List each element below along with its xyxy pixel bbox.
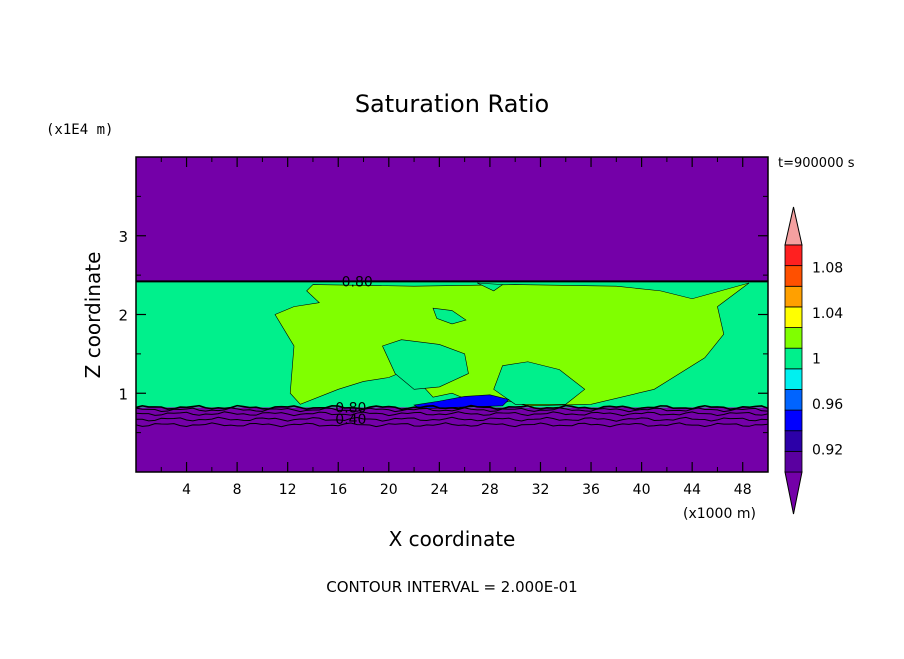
- contour-label: 0.80: [342, 274, 373, 290]
- x-tick-label: 36: [582, 482, 600, 498]
- layer-upper-dry: [136, 157, 768, 282]
- colorbar-over-arrow: [784, 206, 803, 246]
- contour-label: 0.40: [335, 412, 366, 428]
- chart-title: Saturation Ratio: [355, 90, 549, 118]
- colorbar-swatch: [784, 450, 803, 473]
- x-tick-label: 8: [233, 482, 242, 498]
- contour-layer: 0.800.800.40: [136, 274, 768, 428]
- colorbar-label: 0.92: [812, 442, 843, 458]
- colorbar: 1.08 1.04 1 0.96 0.92: [784, 206, 843, 515]
- colorbar-swatch: [784, 347, 803, 370]
- x-tick-label: 24: [430, 482, 448, 498]
- time-label: t=900000 s: [778, 156, 855, 171]
- colorbar-label: 1.08: [812, 261, 843, 277]
- x-tick-label: 40: [633, 482, 651, 498]
- field-layer: [136, 157, 768, 472]
- region-saturated-pocket-3: [432, 307, 467, 325]
- contour-line: [136, 416, 768, 422]
- colorbar-swatch: [784, 368, 803, 390]
- region-saturated-pocket-1: [382, 339, 469, 390]
- x-axis-label: X coordinate: [389, 527, 516, 551]
- colorbar-swatch: [784, 265, 803, 287]
- colorbar-label: 0.96: [812, 397, 843, 413]
- contour-label: 0.80: [335, 400, 366, 416]
- contour-interval-footer: CONTOUR INTERVAL = 2.000E-01: [326, 578, 577, 596]
- x-tick-label: 44: [683, 482, 701, 498]
- y-tick-label: 2: [118, 307, 128, 325]
- x-tick-label: 20: [380, 482, 398, 498]
- x-tick-label: 12: [279, 482, 297, 498]
- x-tick-label: 4: [182, 482, 191, 498]
- x-tick-label: 28: [481, 482, 499, 498]
- colorbar-swatch: [784, 285, 803, 308]
- x-tick-label: 32: [532, 482, 550, 498]
- y-axis-label: Z coordinate: [81, 252, 105, 379]
- colorbar-swatch: [784, 409, 803, 432]
- contour-line: [136, 407, 768, 413]
- x-tick-label: 48: [734, 482, 752, 498]
- contour-line: [136, 411, 768, 417]
- region-low-saturation-patch: [413, 394, 510, 410]
- colorbar-under-arrow: [784, 471, 803, 515]
- colorbar-swatch: [784, 244, 803, 267]
- y-units-label: (x1E4 m): [46, 122, 113, 138]
- x-tick-label: 16: [329, 482, 347, 498]
- region-saturated-pocket-2: [493, 361, 586, 405]
- colorbar-label: 1: [812, 352, 821, 368]
- y-tick-label: 3: [118, 228, 128, 246]
- colorbar-swatch: [784, 327, 803, 349]
- x-units-label: (x1000 m): [683, 506, 756, 522]
- colorbar-swatch: [784, 430, 803, 452]
- contour-line: [136, 422, 768, 428]
- layer-lower-dry: [136, 407, 768, 472]
- colorbar-swatch: [784, 389, 803, 411]
- colorbar-label: 1.04: [812, 306, 843, 322]
- y-tick-label: 1: [118, 385, 128, 403]
- contour-line: [136, 404, 768, 411]
- colorbar-swatch: [784, 306, 803, 328]
- region-saturated-pocket-4: [477, 282, 504, 292]
